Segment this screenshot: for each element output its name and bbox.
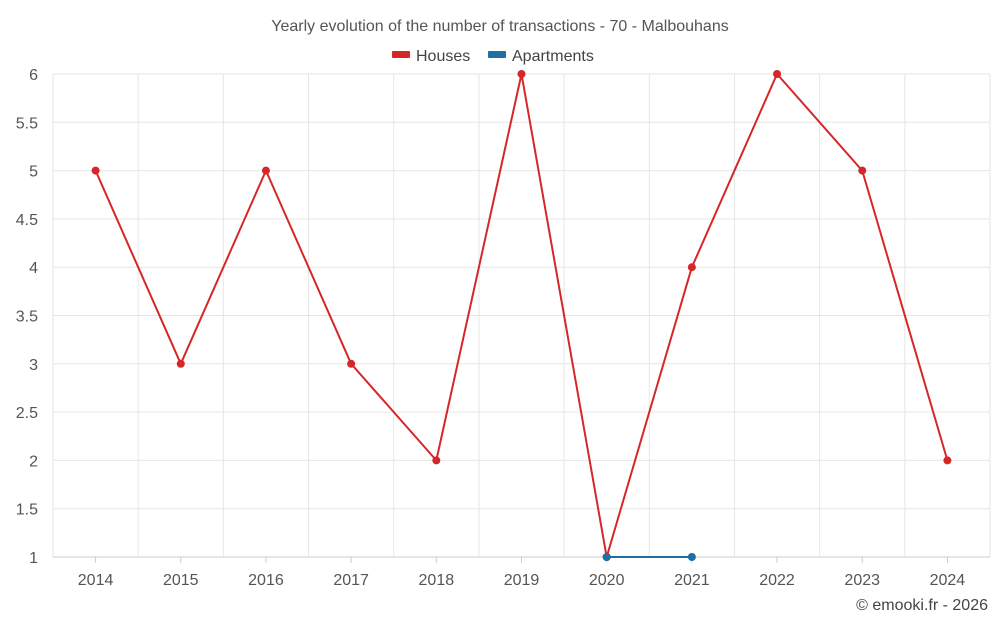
x-axis-ticks: 2014 2015 2016 2017 2018 2019 2020 2021 2022 2023… xyxy=(78,557,966,589)
y-tick-label: 4.5 xyxy=(16,212,38,229)
legend: Houses Apartments xyxy=(392,48,594,65)
x-tick-label: 2018 xyxy=(419,572,455,589)
data-point-houses[interactable] xyxy=(773,70,782,78)
data-point-apartments[interactable] xyxy=(687,553,696,561)
data-point-apartments[interactable] xyxy=(602,553,611,561)
x-tick-label: 2016 xyxy=(248,572,284,589)
x-tick-label: 2021 xyxy=(674,572,710,589)
y-tick-label: 1.5 xyxy=(16,502,38,519)
data-point-houses[interactable] xyxy=(943,456,952,465)
x-tick-label: 2023 xyxy=(844,572,880,589)
x-tick-label: 2024 xyxy=(930,572,966,589)
y-tick-label: 6 xyxy=(29,67,38,84)
legend-label-houses[interactable]: Houses xyxy=(416,48,470,65)
data-point-houses[interactable] xyxy=(261,166,270,175)
data-point-houses[interactable] xyxy=(517,70,526,78)
series-apartments xyxy=(602,553,696,561)
y-tick-label: 3 xyxy=(29,357,38,374)
y-tick-label: 3.5 xyxy=(16,309,38,326)
x-tick-label: 2022 xyxy=(759,572,795,589)
y-tick-label: 2 xyxy=(29,453,38,470)
data-point-houses[interactable] xyxy=(91,166,100,175)
data-point-houses[interactable] xyxy=(432,456,441,465)
chart-title: Yearly evolution of the number of transa… xyxy=(271,18,728,35)
x-tick-label: 2020 xyxy=(589,572,625,589)
grid xyxy=(52,73,991,558)
legend-swatch-apartments xyxy=(488,51,506,58)
y-tick-label: 4 xyxy=(29,260,38,277)
y-tick-label: 5.5 xyxy=(16,115,38,132)
y-tick-label: 2.5 xyxy=(16,405,38,422)
y-axis-ticks: 1 1.5 2 2.5 3 3.5 4 4.5 5 5.5 6 xyxy=(16,67,38,567)
series-houses xyxy=(91,70,952,561)
legend-label-apartments[interactable]: Apartments xyxy=(512,48,594,65)
credit-text: © emooki.fr - 2026 xyxy=(856,597,988,614)
series xyxy=(91,70,952,561)
data-point-houses[interactable] xyxy=(347,359,356,368)
y-tick-label: 1 xyxy=(29,550,38,567)
data-point-houses[interactable] xyxy=(687,263,696,272)
data-point-houses[interactable] xyxy=(858,166,867,175)
y-tick-label: 5 xyxy=(29,164,38,181)
x-tick-label: 2019 xyxy=(504,572,540,589)
legend-swatch-houses xyxy=(392,51,410,58)
data-point-houses[interactable] xyxy=(176,359,185,368)
x-tick-label: 2017 xyxy=(333,572,369,589)
x-tick-label: 2015 xyxy=(163,572,199,589)
x-tick-label: 2014 xyxy=(78,572,114,589)
